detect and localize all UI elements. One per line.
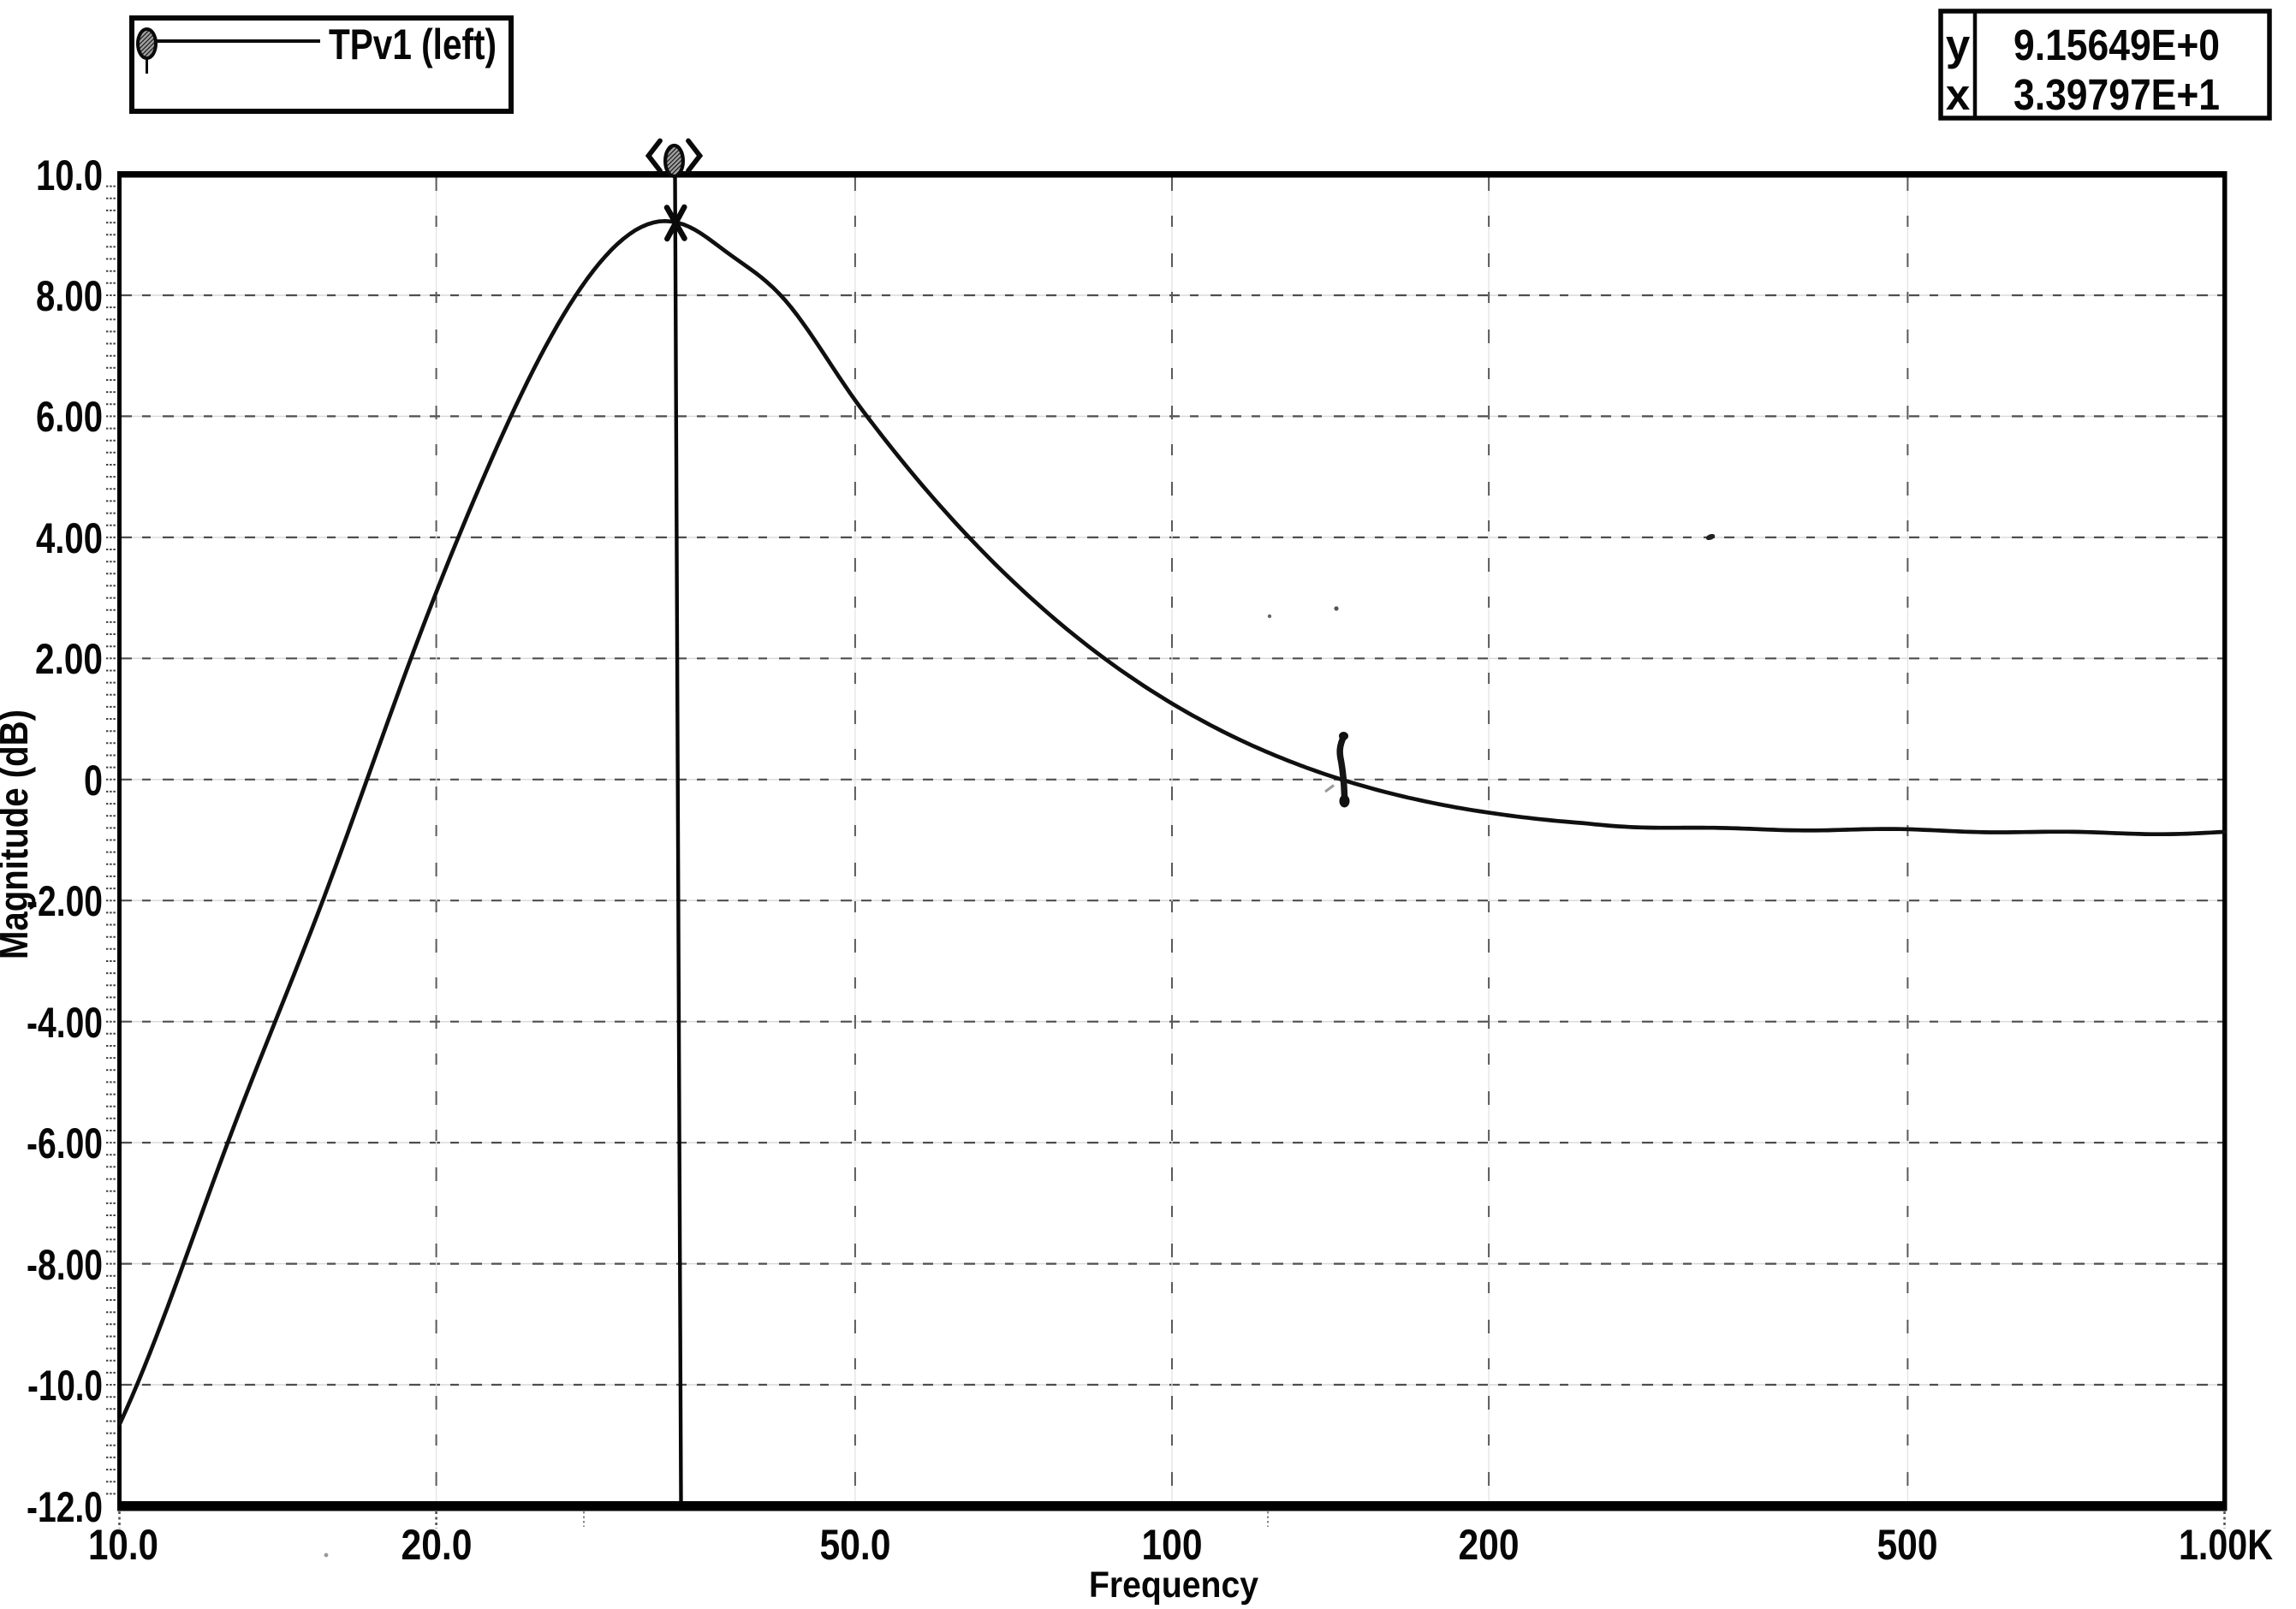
svg-text:Magnitude (dB): Magnitude (dB)	[0, 710, 36, 959]
svg-text:2.00: 2.00	[35, 635, 103, 683]
svg-text:9.15649E+0: 9.15649E+0	[2013, 21, 2220, 69]
svg-text:-12.0: -12.0	[27, 1483, 103, 1531]
svg-text:8.00: 8.00	[36, 272, 103, 320]
svg-text:-10.0: -10.0	[27, 1362, 103, 1410]
svg-text:100: 100	[1142, 1521, 1203, 1569]
svg-text:4.00: 4.00	[36, 514, 103, 562]
svg-text:0: 0	[84, 757, 103, 804]
svg-text:-8.00: -8.00	[27, 1241, 103, 1289]
svg-text:-2.00: -2.00	[27, 877, 103, 925]
svg-text:10.0: 10.0	[36, 151, 103, 199]
svg-text:y: y	[1946, 21, 1971, 69]
svg-text:-4.00: -4.00	[27, 999, 103, 1047]
svg-text:TPv1 (left): TPv1 (left)	[329, 21, 497, 68]
svg-text:50.0: 50.0	[820, 1521, 891, 1569]
svg-text:200: 200	[1459, 1521, 1520, 1569]
svg-text:1.00K: 1.00K	[2179, 1521, 2273, 1569]
svg-text:20.0: 20.0	[402, 1521, 473, 1569]
svg-text:10.0: 10.0	[88, 1521, 158, 1569]
svg-text:Frequency: Frequency	[1089, 1564, 1258, 1606]
svg-text:500: 500	[1877, 1521, 1938, 1569]
svg-text:-6.00: -6.00	[27, 1119, 103, 1167]
svg-text:3.39797E+1: 3.39797E+1	[2013, 70, 2220, 119]
svg-text:6.00: 6.00	[36, 393, 103, 441]
svg-text:x: x	[1946, 70, 1970, 119]
